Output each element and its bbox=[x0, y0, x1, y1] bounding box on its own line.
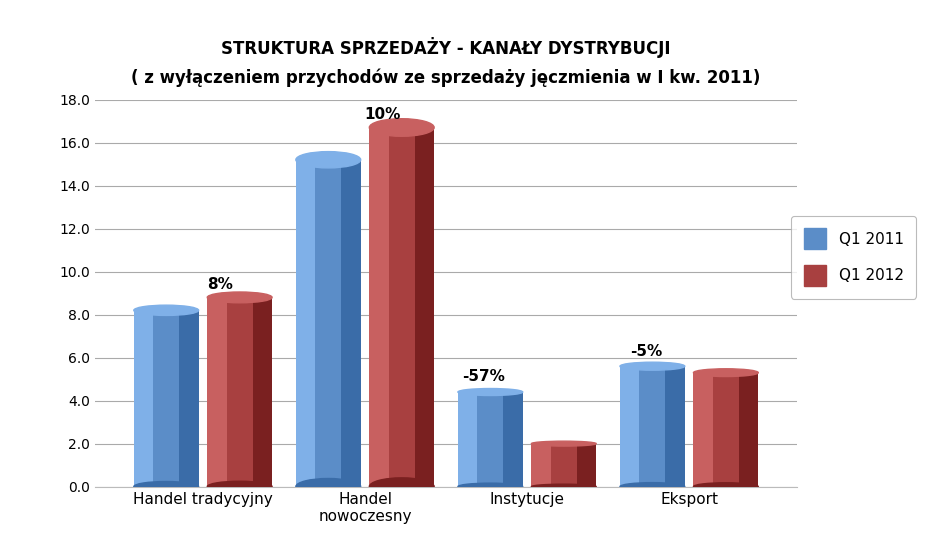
Ellipse shape bbox=[458, 389, 523, 395]
Bar bbox=[458, 392, 477, 487]
Bar bbox=[369, 128, 389, 487]
Ellipse shape bbox=[369, 119, 434, 136]
Ellipse shape bbox=[134, 482, 198, 492]
Ellipse shape bbox=[531, 484, 596, 489]
Bar bbox=[531, 444, 596, 487]
Ellipse shape bbox=[134, 305, 198, 315]
Bar bbox=[134, 310, 198, 487]
Bar bbox=[458, 392, 523, 487]
Bar bbox=[694, 373, 713, 487]
Bar bbox=[207, 298, 227, 487]
Bar bbox=[665, 366, 685, 487]
Bar bbox=[207, 298, 272, 487]
Ellipse shape bbox=[694, 483, 758, 491]
Bar bbox=[531, 444, 550, 487]
Ellipse shape bbox=[296, 478, 361, 495]
Text: -57%: -57% bbox=[462, 369, 505, 384]
Legend: Q1 2011, Q1 2012: Q1 2011, Q1 2012 bbox=[791, 216, 916, 299]
Bar bbox=[694, 373, 758, 487]
Bar bbox=[179, 310, 198, 487]
Ellipse shape bbox=[207, 292, 272, 303]
Title: STRUKTURA SPRZEDAŻY - KANAŁY DYSTRYBUCJI
( z wyłączeniem przychodów ze sprzedaży: STRUKTURA SPRZEDAŻY - KANAŁY DYSTRYBUCJI… bbox=[131, 37, 761, 87]
Ellipse shape bbox=[531, 441, 596, 446]
Bar bbox=[134, 310, 153, 487]
Text: -5%: -5% bbox=[630, 343, 662, 359]
Ellipse shape bbox=[369, 478, 434, 495]
Bar bbox=[252, 298, 272, 487]
Bar bbox=[577, 444, 596, 487]
Bar bbox=[739, 373, 758, 487]
Ellipse shape bbox=[620, 483, 685, 491]
Ellipse shape bbox=[207, 481, 272, 492]
Ellipse shape bbox=[458, 483, 523, 490]
Text: 8%: 8% bbox=[207, 277, 233, 292]
Bar bbox=[415, 128, 434, 487]
Bar bbox=[342, 160, 361, 487]
Ellipse shape bbox=[296, 152, 361, 168]
Bar bbox=[503, 392, 523, 487]
Ellipse shape bbox=[620, 362, 685, 370]
Bar bbox=[620, 366, 640, 487]
Text: 10%: 10% bbox=[364, 107, 400, 122]
Bar bbox=[296, 160, 361, 487]
Ellipse shape bbox=[694, 369, 758, 377]
Bar bbox=[620, 366, 685, 487]
Bar bbox=[296, 160, 315, 487]
Bar bbox=[369, 128, 434, 487]
